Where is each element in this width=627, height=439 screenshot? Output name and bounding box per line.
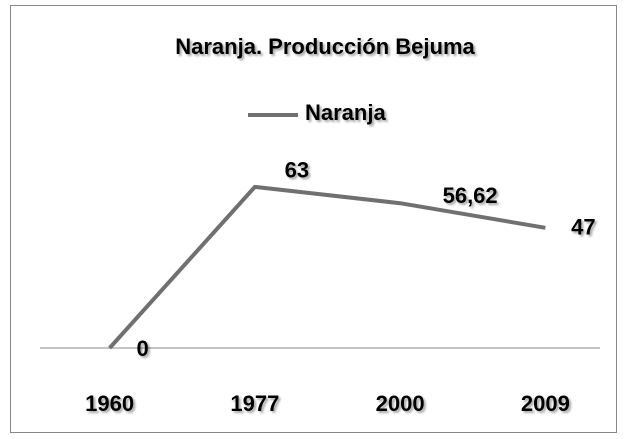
data-label: 0 (137, 336, 149, 361)
data-label: 47 (571, 215, 595, 240)
chart-title: Naranja. Producción Bejuma (175, 34, 475, 59)
x-tick-label: 2009 (521, 391, 570, 416)
legend-label: Naranja (305, 100, 386, 125)
data-label: 56,62 (443, 183, 498, 208)
x-tick-label: 1977 (230, 391, 279, 416)
data-line (108, 184, 546, 350)
x-tick-label: 1960 (85, 391, 134, 416)
chart-border (10, 5, 617, 433)
x-tick-label: 2000 (376, 391, 425, 416)
data-label: 63 (285, 158, 309, 183)
